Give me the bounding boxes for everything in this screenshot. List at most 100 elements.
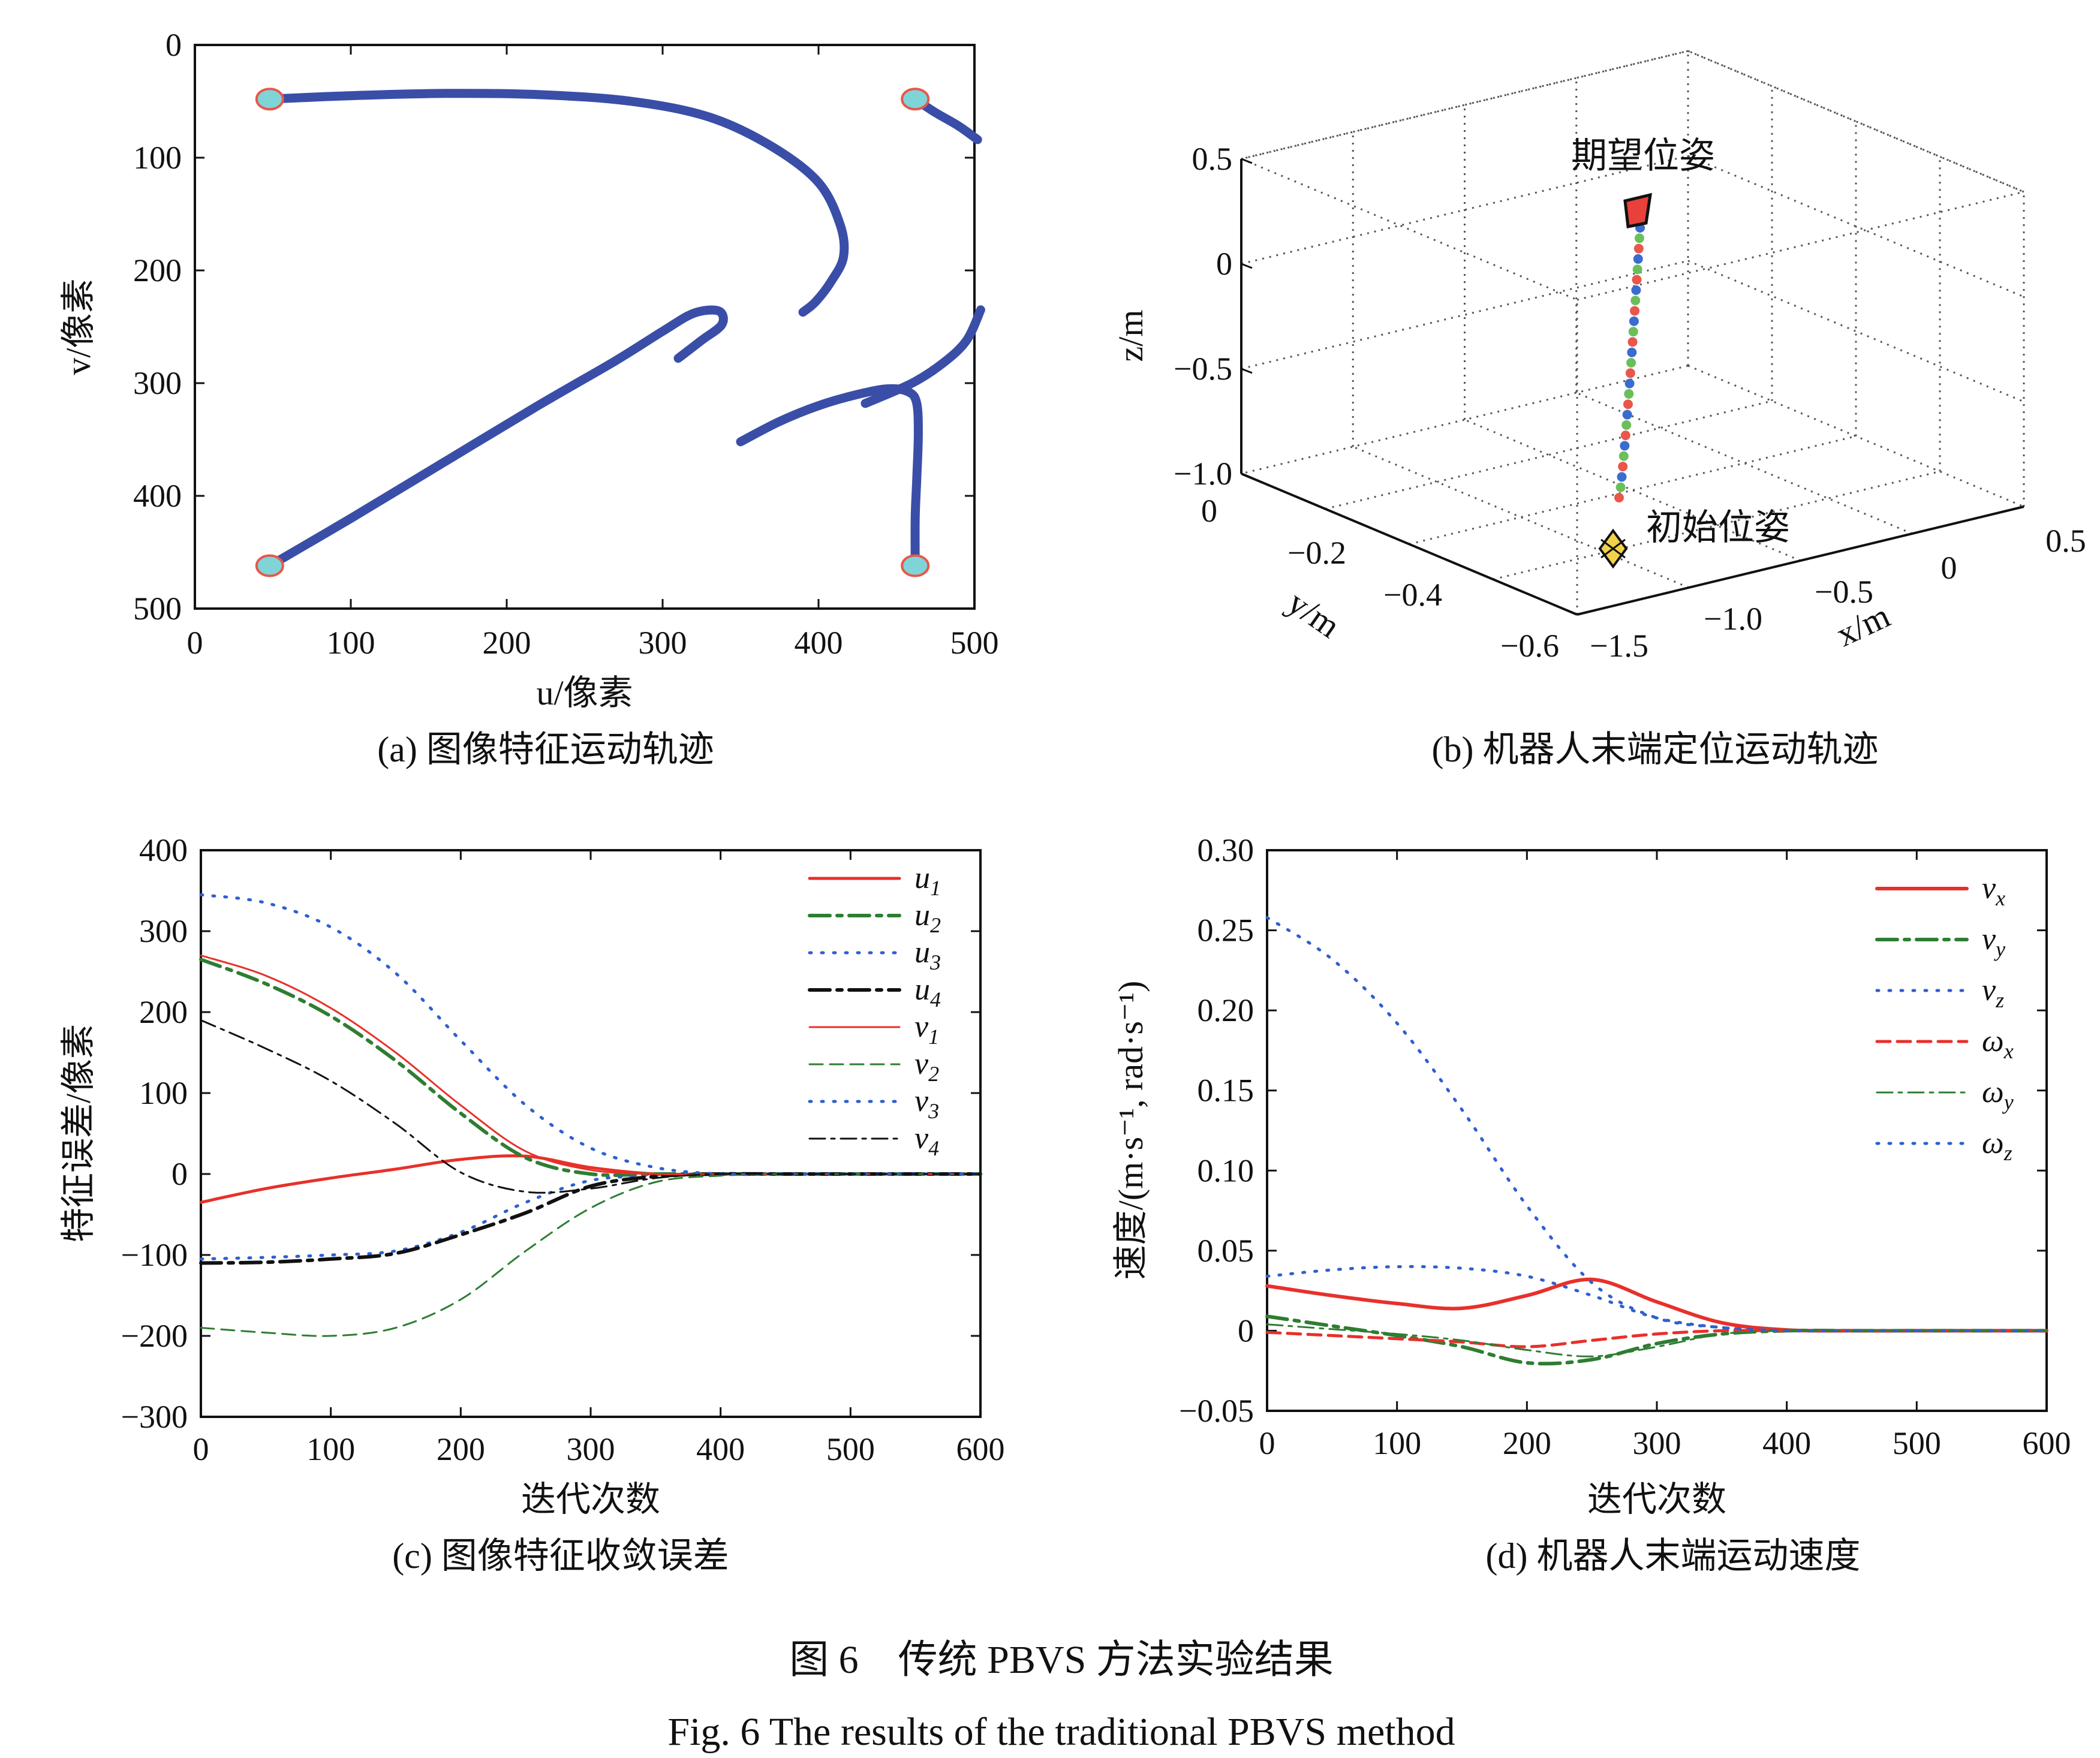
legend-subscript: 4 — [930, 988, 941, 1012]
trajectory-point — [1625, 368, 1635, 378]
grid-line — [1687, 50, 2024, 193]
legend-subscript: 1 — [928, 1025, 939, 1049]
legend-subscript: 2 — [930, 913, 941, 937]
trajectories-a — [255, 88, 985, 577]
ztick-label: 0 — [1216, 246, 1232, 282]
ztick-label: −0.5 — [1174, 351, 1232, 387]
xlabel-d: 迭代次数 — [1587, 1480, 1726, 1519]
feature-point-marker — [255, 88, 284, 111]
panel-c: 0 100 200 300 400 500 600 400 300 200 100 0 −100 −200… — [59, 832, 1005, 1576]
legend-label: u3 — [914, 935, 941, 974]
trajectory-point — [1632, 275, 1642, 285]
xtick-label: 200 — [483, 625, 531, 661]
legend-subscript: 1 — [930, 876, 941, 900]
xtick-label: 100 — [327, 625, 375, 661]
ylabel-d: 速度/(m·s⁻¹, rad·s⁻¹) — [1111, 981, 1150, 1280]
trajectory-line — [265, 305, 728, 571]
zlabel-b: z/m — [1111, 310, 1150, 362]
xlabel-a: u/像素 — [536, 673, 633, 712]
trajectory-point — [1632, 264, 1642, 275]
legend-subscript: y — [2002, 1090, 2014, 1114]
grid-line — [1409, 435, 1857, 545]
legend-subscript: x — [1995, 886, 2005, 910]
plot-frame-a — [194, 44, 976, 610]
legend-subscript: 2 — [928, 1062, 939, 1086]
trajectory-point — [1624, 389, 1634, 399]
grid-line — [1352, 445, 1689, 589]
ylabel-c: 特征误差/像素 — [59, 1024, 98, 1242]
start-pose-label: 初始位姿 — [1646, 508, 1790, 547]
legend-subscript: 4 — [928, 1136, 939, 1160]
grid-line — [1493, 470, 1940, 580]
ytick-label: 0.10 — [1198, 1152, 1254, 1188]
figure-caption-en: Fig. 6 The results of the traditional PB… — [667, 1710, 1455, 1754]
grid-line — [1241, 50, 1689, 160]
xtick-label: 500 — [1893, 1425, 1941, 1461]
ytick-label: −0.6 — [1500, 628, 1559, 664]
end-pose-marker — [1623, 192, 1653, 228]
ytick-label: 100 — [139, 1075, 188, 1111]
xtick-label: −0.5 — [1815, 574, 1873, 610]
trajectory-point — [1627, 347, 1637, 357]
xtick-label: 500 — [826, 1431, 875, 1467]
3d-box-b — [1240, 50, 2025, 616]
trajectory-point — [1630, 306, 1640, 316]
ztick-mark — [1241, 368, 1253, 374]
series-line-ωx — [1265, 1329, 2048, 1348]
trajectory-point — [1615, 482, 1626, 492]
trajectory-point — [1624, 378, 1635, 389]
trajectory-point — [1621, 420, 1632, 430]
ztick-mark — [1241, 158, 1253, 164]
box-edge — [1576, 191, 2024, 301]
xtick-label: 0 — [1259, 1425, 1275, 1461]
grid-line — [1687, 260, 2024, 403]
series-line-v2 — [200, 1173, 982, 1337]
axis-ticks-b: 0.50−0.5−1.00−0.2−0.4−0.6 −1.5−1.0−0.500.… — [1174, 141, 2086, 664]
ytick-label: 0.30 — [1198, 832, 1254, 868]
box-edge — [1687, 365, 2024, 508]
xtick-label: 400 — [1762, 1425, 1811, 1461]
trajectory-line — [736, 384, 923, 571]
xtick-label: 0 — [1941, 550, 1957, 586]
trajectory-b — [1598, 192, 1653, 569]
trajectory-point — [1618, 451, 1629, 461]
grid-line — [1325, 400, 1773, 510]
box-edge — [1241, 50, 1689, 160]
ytick-label: −0.2 — [1287, 535, 1346, 571]
ytick-label: 500 — [133, 591, 182, 627]
trajectory-point — [1633, 254, 1643, 264]
ytick-label: 100 — [133, 140, 182, 176]
grid-line — [1241, 260, 1689, 370]
trajectory-point — [1627, 337, 1638, 347]
xtick-label: −1.0 — [1704, 601, 1762, 637]
series-c — [199, 893, 982, 1337]
trajectory-line — [265, 89, 849, 317]
trajectory-line — [861, 305, 985, 408]
ztick-mark — [1241, 263, 1253, 269]
trajectory-point — [1630, 296, 1641, 306]
ytick-label: −0.05 — [1179, 1393, 1254, 1429]
feature-point-marker — [901, 554, 930, 577]
xtick-label: 600 — [956, 1431, 1005, 1467]
trajectory-point — [1617, 472, 1627, 482]
ytick-label: −0.4 — [1383, 577, 1442, 613]
xtick-label: 300 — [567, 1431, 615, 1467]
caption-c: (c) 图像特征收敛误差 — [392, 1536, 729, 1576]
series-line-ωy — [1266, 1323, 2048, 1357]
grid-line — [1687, 155, 2024, 298]
series-d — [1265, 916, 2048, 1366]
xtick-label: 600 — [2023, 1425, 2071, 1461]
ytick-label: 400 — [139, 832, 188, 868]
xtick-label: 0 — [193, 1431, 209, 1467]
ytick-label: −200 — [121, 1318, 188, 1354]
trajectory-point — [1626, 358, 1636, 368]
legend-subscript: y — [1994, 937, 2005, 961]
box-edge — [1241, 365, 1689, 475]
ylabel-a: v/像素 — [59, 278, 98, 375]
xtick-label: 400 — [696, 1431, 745, 1467]
caption-d: (d) 机器人末端运动速度 — [1486, 1536, 1861, 1576]
trajectory-point — [1618, 462, 1628, 472]
